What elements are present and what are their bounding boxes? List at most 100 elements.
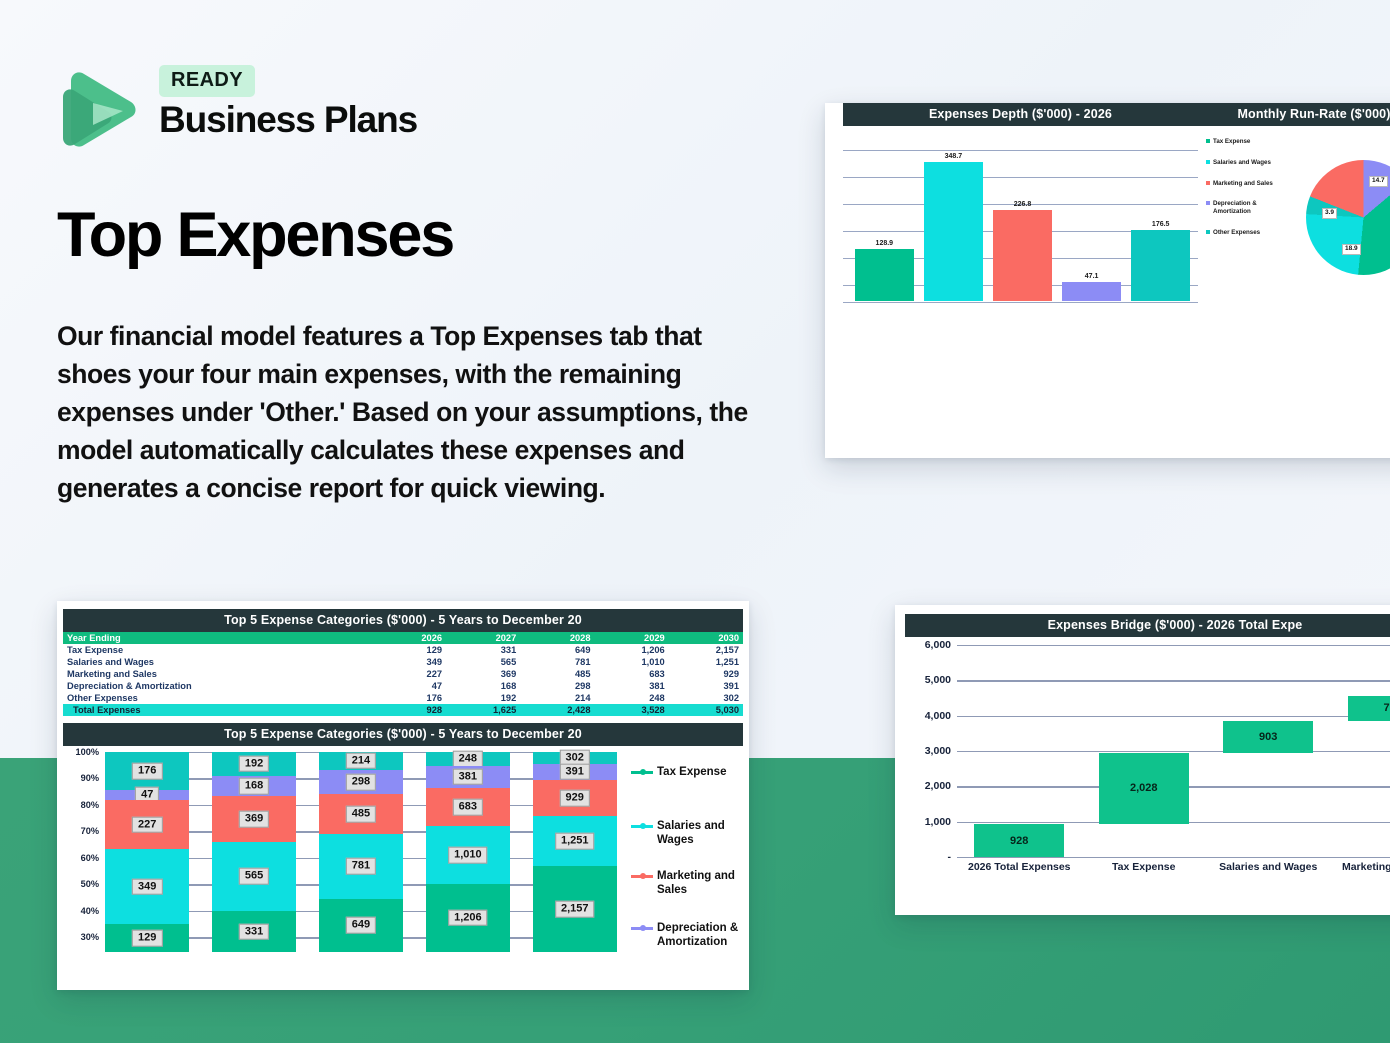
expenses-depth-card: Expenses Depth ($'000) - 2026 Monthly Ru… (825, 103, 1390, 458)
seg-marketing-and-sales-2026: 227 (105, 800, 190, 849)
row-label-2: Marketing and Sales (67, 669, 157, 679)
depth-bar-label-1: 348.7 (944, 152, 963, 160)
cell-2-0: 227 (426, 669, 443, 679)
stack-ytick-50%: 50% (80, 879, 99, 890)
cell-3-1: 168 (500, 681, 517, 691)
depth-legend: Tax Expense Salaries and Wages Marketing a… (1198, 132, 1284, 302)
seg-tax-expense-2026: 129 (105, 924, 190, 952)
stack-col-2027: 192 168 369 565 331 (211, 752, 297, 952)
ready-badge: READY (159, 65, 256, 97)
bridge-xtick-0: 2026 Total Expenses (967, 861, 1071, 873)
cell-1-4: 1,251 (715, 657, 739, 667)
cell-2-1: 369 (500, 669, 517, 679)
seg-depreciation-amortization-2028: 298 (318, 769, 404, 795)
depth-legend-item-1: Salaries and Wages (1206, 159, 1284, 167)
monthly-run-rate-title: Monthly Run-Rate ($'000) - (1198, 103, 1390, 126)
total-cell-0: 928 (377, 704, 447, 716)
cell-0-0: 129 (426, 645, 443, 655)
seg-salaries-and-wages-2030: 1,251 (532, 816, 617, 867)
seg-depreciation-amortization-2026: 47 (105, 786, 190, 804)
expenses-bridge-card: Expenses Bridge ($'000) - 2026 Total Exp… (895, 605, 1390, 915)
cell-3-3: 381 (649, 681, 665, 691)
stack-legend-item-3: Depreciation & Amortization (631, 922, 741, 949)
pie-label-salaries: 18.9 (1342, 244, 1361, 255)
seg-other-expenses-2026: 176 (105, 752, 190, 790)
body-paragraph: Our financial model features a Top Expen… (57, 321, 748, 503)
seg-other-expenses-2030: 302 (532, 749, 617, 767)
th-2026: 2026 (377, 632, 447, 644)
th-2030: 2030 (668, 632, 743, 644)
bridge-y-axis: 6,000 5,000 4,000 3,000 2,000 1,000 - (895, 639, 955, 863)
seg-other-expenses-2029: 248 (425, 750, 511, 768)
seg-tax-expense-2030: 2,157 (532, 866, 617, 952)
table-row: Marketing and Sales 227 369 485 683 929 (63, 668, 743, 680)
expenses-depth-title: Expenses Depth ($'000) - 2026 (843, 103, 1198, 126)
seg-other-expenses-2028: 214 (318, 752, 404, 770)
bridge-col-2: 903 (1206, 645, 1331, 857)
cell-4-3: 248 (649, 693, 665, 703)
bridge-value-1: 2,028 (1129, 782, 1158, 795)
stack-legend-item-0: Tax Expense (631, 766, 726, 780)
table-title: Top 5 Expense Categories ($'000) - 5 Yea… (63, 609, 743, 632)
depth-bar-3: 47.1 (1062, 149, 1121, 301)
bridge-xtick-2: Salaries and Wages (1219, 861, 1318, 873)
total-cell-4: 5,030 (668, 704, 743, 716)
seg-marketing-and-sales-2028: 485 (318, 794, 404, 835)
cell-4-4: 302 (723, 693, 739, 703)
table-total-row: Total Expenses 928 1,625 2,428 3,528 5,030 (63, 704, 743, 716)
cell-2-4: 929 (723, 669, 739, 679)
bridge-value-2: 903 (1259, 730, 1278, 743)
bridge-ytick-1,000: 1,000 (924, 815, 951, 828)
stack-ytick-100%: 100% (75, 747, 100, 757)
bridge-ytick-6,000: 6,000 (924, 639, 951, 651)
cell-3-2: 298 (574, 681, 591, 691)
seg-salaries-and-wages-2028: 781 (318, 834, 404, 899)
stacked-y-axis: 100% 90% 80% 70% 60% 50% 40% 30% (61, 747, 101, 958)
seg-marketing-and-sales-2030: 929 (532, 779, 617, 817)
depth-bar-label-0: 128.9 (875, 240, 894, 248)
depth-legend-item-0: Tax Expense (1206, 138, 1284, 146)
seg-tax-expense-2028: 649 (318, 898, 404, 952)
expenses-bridge-chart: 6,000 5,000 4,000 3,000 2,000 1,000 - 928 2,028… (895, 637, 1390, 889)
depth-card-header: Expenses Depth ($'000) - 2026 Monthly Ru… (825, 103, 1390, 126)
row-label-3: Depreciation & Amortization (67, 681, 192, 691)
seg-salaries-and-wages-2029: 1,010 (425, 826, 511, 884)
cell-1-3: 1,010 (641, 657, 665, 667)
seg-marketing-and-sales-2027: 369 (211, 796, 297, 842)
pie-label-other: 3.9 (1322, 208, 1338, 219)
depth-legend-item-4: Other Expenses (1206, 229, 1284, 237)
seg-salaries-and-wages-2027: 565 (211, 841, 297, 912)
depth-bar-series: 128.9 348.7 226.8 47.1 176.5 (855, 149, 1190, 301)
bridge-col-1: 2,028 (1082, 645, 1207, 857)
monthly-run-rate-chart: 14.7 3.9 18.9 10.7 (1284, 132, 1390, 302)
cell-4-0: 176 (426, 693, 443, 703)
cell-3-4: 391 (723, 681, 739, 691)
bridge-col-0: 928 (957, 645, 1082, 857)
stack-ytick-60%: 60% (80, 852, 99, 863)
th-2027: 2027 (446, 632, 521, 644)
bridge-value-3: 702 (1383, 702, 1390, 715)
seg-other-expenses-2027: 192 (211, 752, 297, 776)
cell-2-2: 485 (574, 669, 591, 679)
bridge-bars: 928 2,028 903 702 (957, 645, 1390, 857)
seg-depreciation-amortization-2030: 391 (532, 763, 617, 781)
stack-col-2030: 302 391 929 1,251 2,157 (532, 749, 617, 952)
bridge-ytick--: - (947, 851, 952, 863)
row-label-0: Tax Expense (67, 645, 124, 655)
cell-0-2: 649 (574, 645, 591, 655)
table-row: Other Expenses 176 192 214 248 302 (63, 692, 743, 704)
stacked-legend: Tax Expense Salaries and Wages Marketing a… (621, 752, 741, 958)
stack-ytick-70%: 70% (80, 826, 99, 837)
page-title: Top Expenses (57, 200, 455, 270)
brand-logo: READY Business Plans (57, 55, 418, 155)
play-triangle-logo-icon (57, 55, 145, 155)
stacked-chart-title: Top 5 Expense Categories ($'000) - 5 Yea… (63, 723, 743, 746)
row-label-1: Salaries and Wages (67, 657, 154, 667)
depth-bar-label-2: 226.8 (1013, 201, 1032, 209)
bridge-ytick-3,000: 3,000 (924, 745, 951, 757)
seg-tax-expense-2027: 331 (211, 911, 297, 952)
top5-expense-card: Top 5 Expense Categories ($'000) - 5 Yea… (57, 601, 749, 990)
depth-bar-label-4: 176.5 (1151, 221, 1170, 229)
cell-1-1: 565 (500, 657, 517, 667)
bridge-xtick-3: Marketing and Sales (1341, 861, 1390, 873)
